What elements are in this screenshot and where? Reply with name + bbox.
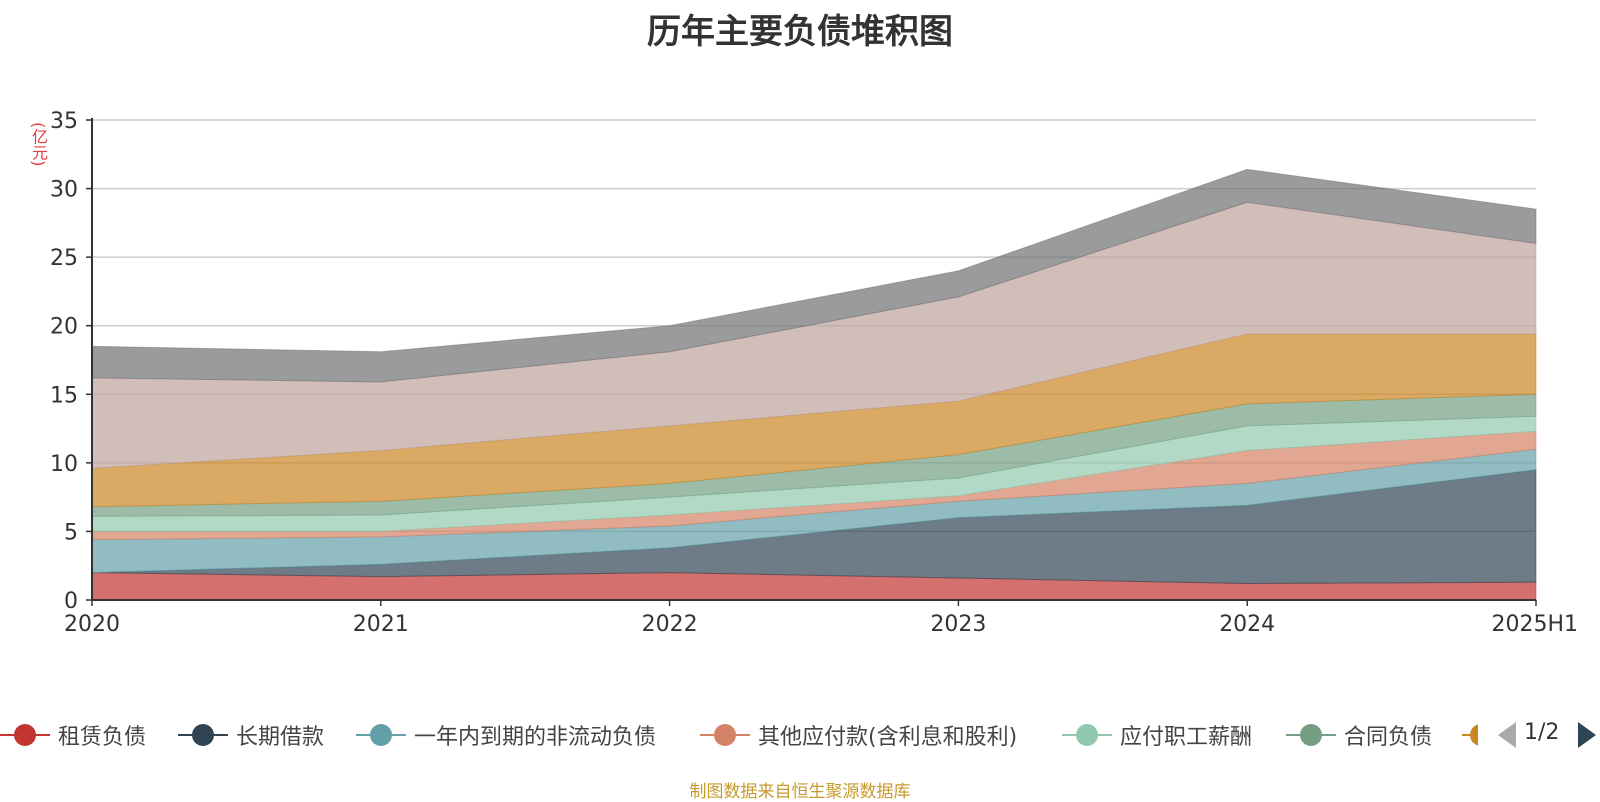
legend-item-3[interactable]: 一年内到期的非流动负债 <box>356 718 656 752</box>
x-tick-label: 2021 <box>353 612 409 637</box>
legend-item-5[interactable]: 应付职工薪酬 <box>1062 718 1252 752</box>
legend-marker-icon <box>356 718 406 752</box>
legend-item-4[interactable]: 其他应付款(含利息和股利) <box>700 718 1017 752</box>
legend: 租赁负债 长期借款 一年内到期的非流动负债 其他应付款(含利息和股利) 应付职工薪酬 合同… <box>0 718 1600 752</box>
x-tick-label: 2022 <box>642 612 698 637</box>
y-axis-unit-label: (亿元) <box>29 122 48 167</box>
y-tick-label: 20 <box>50 315 78 340</box>
y-tick-label: 5 <box>64 520 78 545</box>
legend-prev-page-icon[interactable] <box>1498 722 1516 748</box>
legend-page-indicator: 1/2 <box>1524 720 1560 745</box>
legend-next-page-icon[interactable] <box>1578 722 1596 748</box>
area-series-9 <box>91 168 1537 383</box>
legend-marker-icon <box>0 718 50 752</box>
x-tick-label: 2024 <box>1219 612 1275 637</box>
y-tick-label: 10 <box>50 452 78 477</box>
legend-label: 其他应付款(含利息和股利) <box>758 725 1018 750</box>
y-tick-label: 35 <box>50 109 78 134</box>
stacked-area-chart: 0 5 10 15 20 25 30 35 2020 2021 2022 2023 2024 2025H1 <box>50 109 1578 637</box>
legend-label: 应付职工薪酬 <box>1120 725 1253 750</box>
legend-marker-icon <box>178 718 228 752</box>
y-tick-label: 0 <box>64 589 78 614</box>
legend-marker-icon <box>700 718 750 752</box>
legend-label: 租赁负债 <box>58 725 147 750</box>
chart-title: 历年主要负债堆积图 <box>647 12 953 52</box>
data-source-note: 制图数据来自恒生聚源数据库 <box>689 782 911 802</box>
legend-label: 一年内到期的非流动负债 <box>414 725 657 750</box>
legend-label: 合同负债 <box>1344 725 1433 750</box>
y-tick-label: 25 <box>50 246 78 271</box>
legend-item-1[interactable]: 租赁负债 <box>0 718 146 752</box>
legend-marker-icon <box>1286 718 1336 752</box>
x-tick-label: 2023 <box>930 612 986 637</box>
legend-item-6[interactable]: 合同负债 <box>1286 718 1432 752</box>
legend-item-partial <box>1462 718 1478 752</box>
x-tick-label: 2020 <box>64 612 120 637</box>
y-tick-label: 30 <box>50 178 78 203</box>
x-tick-label: 2025H1 <box>1491 612 1578 637</box>
legend-label: 长期借款 <box>236 725 325 750</box>
legend-item-2[interactable]: 长期借款 <box>178 718 324 752</box>
legend-marker-icon <box>1062 718 1112 752</box>
legend-pager: 1/2 <box>1498 718 1600 752</box>
y-tick-label: 15 <box>50 383 78 408</box>
